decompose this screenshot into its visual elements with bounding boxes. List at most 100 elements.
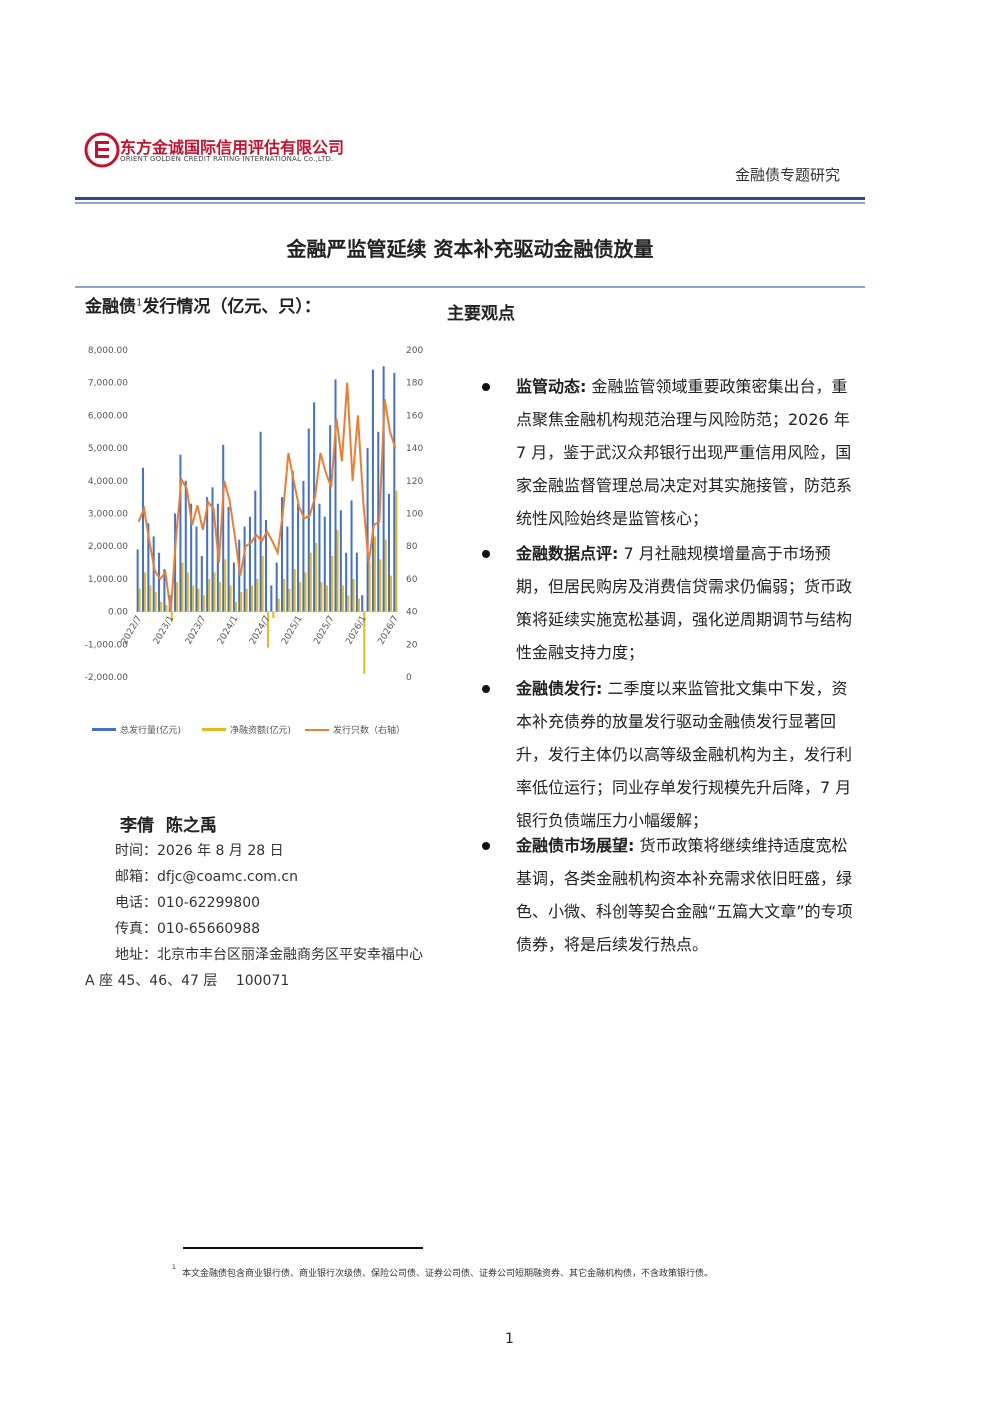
bar <box>379 559 382 612</box>
key-point-text: 二季度以来监管批文集中下发，资本补充债券的放量发行驱动金融债发行显著回升，发行主… <box>516 679 853 830</box>
bar <box>181 562 184 612</box>
bar <box>339 510 342 612</box>
y-tick-label: 1,000.00 <box>88 575 128 585</box>
bar <box>345 552 348 612</box>
bar <box>248 516 251 612</box>
bar <box>176 582 179 612</box>
bar <box>267 611 270 648</box>
footnote-rule <box>183 1247 423 1249</box>
contact-line: 地址：北京市丰台区丽泽金融商务区平安幸福中心 A 座 45、46、47 层 10… <box>85 947 423 989</box>
key-point-label: 金融数据点评: <box>516 544 619 563</box>
y2-tick-label: 60 <box>406 575 418 585</box>
x-tick-label: 2025/7 <box>312 614 336 646</box>
bar <box>243 526 246 612</box>
y-tick-label: 8,000.00 <box>88 346 128 356</box>
bar <box>350 500 353 612</box>
bar <box>270 585 273 612</box>
bar <box>393 372 396 612</box>
contact-line: 传真：010-65660988 <box>115 921 261 937</box>
bar <box>318 503 321 612</box>
legend-label: 净融资额(亿元) <box>230 724 291 736</box>
bar <box>160 601 163 612</box>
bar <box>293 569 296 612</box>
footnote-mark: 1 <box>136 297 143 309</box>
bar <box>229 585 232 612</box>
y2-tick-label: 160 <box>406 411 423 421</box>
bullet <box>482 685 490 693</box>
bar <box>288 588 291 612</box>
y2-tick-label: 140 <box>406 444 423 454</box>
bar <box>259 431 262 612</box>
bar <box>138 588 141 612</box>
bar <box>256 578 259 612</box>
bar <box>261 556 264 612</box>
page-number: 1 <box>505 1331 514 1347</box>
contact-line: 电话：010-62299800 <box>115 895 261 911</box>
bar <box>222 444 225 612</box>
bar <box>208 578 211 612</box>
bar <box>186 572 189 612</box>
chart-heading: 金融债1发行情况（亿元、只）： <box>85 292 321 317</box>
key-point-label: 监管动态: <box>516 377 587 396</box>
bar <box>309 552 312 612</box>
bar <box>363 611 366 674</box>
bar <box>325 585 328 612</box>
bar <box>357 598 360 612</box>
bar <box>192 585 195 612</box>
bar <box>389 575 393 612</box>
bar <box>152 536 155 612</box>
authors: 李倩 陈之禹 <box>120 816 217 836</box>
x-tick-label: 2023/1 <box>152 614 176 646</box>
bar <box>323 516 326 612</box>
key-points-heading: 主要观点 <box>447 304 515 324</box>
bar <box>352 578 355 612</box>
y-tick-label: 2,000.00 <box>88 542 128 552</box>
key-point: 金融数据点评: 7 月社融规模增量高于市场预期，但居民购房及消费信贷需求仍偏弱；… <box>516 537 861 669</box>
bar <box>211 487 214 612</box>
bar <box>277 598 280 612</box>
header-rule <box>75 197 865 200</box>
bar <box>206 497 209 612</box>
y-tick-label: 6,000.00 <box>88 411 128 421</box>
bar <box>315 542 318 612</box>
x-tick-label: 2025/1 <box>280 614 304 646</box>
legend-label: 发行只数（右轴） <box>333 724 405 736</box>
line <box>137 382 397 612</box>
y2-tick-label: 80 <box>406 542 418 552</box>
y2-tick-label: 0 <box>406 673 412 683</box>
y-tick-label: 0.00 <box>108 608 128 618</box>
bar <box>297 503 300 612</box>
bar <box>336 529 339 612</box>
bar <box>307 428 310 612</box>
bar <box>165 605 168 612</box>
bar <box>136 549 139 612</box>
x-tick-label: 2022/7 <box>120 614 144 646</box>
bar <box>264 520 267 612</box>
key-point-text: 金融监管领域重要政策密集出台，重点聚焦金融机构规范治理与风险防范；2026 年 … <box>516 377 853 528</box>
y2-tick-label: 180 <box>406 379 423 389</box>
bar <box>361 595 364 612</box>
x-tick-label: 2024/1 <box>216 614 240 646</box>
key-point-label: 金融债发行: <box>516 679 603 698</box>
title-rule <box>75 286 865 288</box>
legend-swatch <box>92 728 116 731</box>
bar <box>382 366 385 612</box>
x-tick-label: 2023/7 <box>184 614 208 646</box>
chart-title-rest: 发行情况（亿元、只）： <box>142 297 321 317</box>
chart: -2,000.00 -1,000.00 0.00 1,000.00 2,000.00 3,… <box>85 346 424 736</box>
bar <box>141 467 145 612</box>
bar <box>179 454 182 612</box>
bar <box>245 588 248 612</box>
key-point-label: 金融债市场展望: <box>516 836 635 855</box>
bar <box>224 559 227 612</box>
y-tick-label: 5,000.00 <box>88 444 128 454</box>
legend-swatch <box>202 728 226 731</box>
footnote-text: 本文金融债包含商业银行债、商业银行次级债、保险公司债、证券公司债、证券公司短期融… <box>182 1269 714 1279</box>
bar <box>158 552 161 612</box>
company-name: 东方金诚国际信用评估有限公司 <box>120 138 345 157</box>
report-type: 金融债专题研究 <box>735 166 841 184</box>
y-tick-label: -2,000.00 <box>85 673 129 683</box>
contact-line: 时间：2026 年 8 月 28 日 <box>115 843 284 859</box>
y2-tick-label: 200 <box>406 346 423 356</box>
